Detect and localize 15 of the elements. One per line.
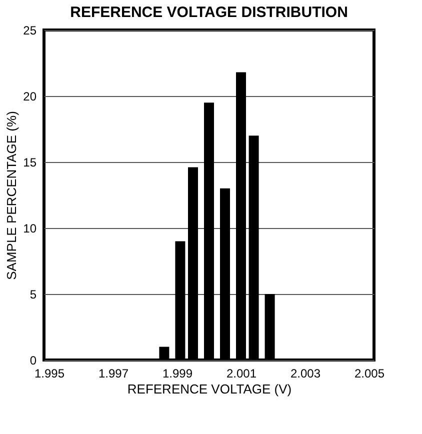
x-tick-label: 1.997	[98, 366, 129, 380]
y-tick-label: 5	[30, 288, 37, 302]
x-tick-label: 2.001	[226, 366, 257, 380]
y-tick-label: 0	[30, 354, 37, 368]
x-axis-title: REFERENCE VOLTAGE (V)	[127, 382, 292, 396]
y-tick-label: 15	[23, 156, 37, 170]
y-tick-label: 20	[23, 90, 37, 104]
y-axis-title: SAMPLE PERCENTAGE (%)	[4, 111, 20, 280]
y-tick-label: 10	[23, 222, 37, 236]
chart-title: REFERENCE VOLTAGE DISTRIBUTION	[70, 4, 348, 21]
x-tick-label: 2.003	[290, 366, 321, 380]
x-tick-label: 1.995	[34, 366, 65, 380]
x-tick-label: 1.999	[162, 366, 193, 380]
y-tick-label: 25	[23, 24, 37, 38]
x-tick-label: 2.005	[354, 366, 385, 380]
